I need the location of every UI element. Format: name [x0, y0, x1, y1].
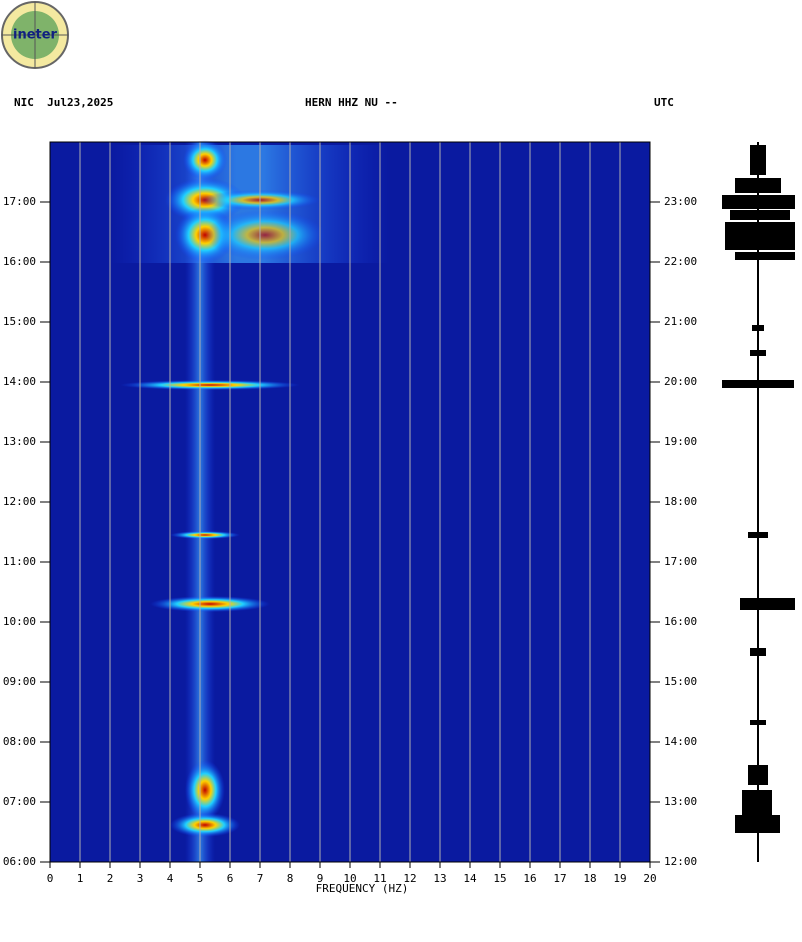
x-tick-label: 4	[167, 872, 174, 885]
header-left: NIC Jul23,2025	[14, 96, 113, 109]
x-tick-label: 0	[47, 872, 54, 885]
y-tick-label: 11:00	[3, 555, 36, 568]
y-tick-label: 14:00	[3, 375, 36, 388]
y2-tick-label: 13:00	[664, 795, 697, 808]
y-tick-label: 13:00	[3, 435, 36, 448]
x-axis-label: FREQUENCY (HZ)	[316, 882, 409, 895]
x-tick-label: 1	[77, 872, 84, 885]
y-tick-label: 10:00	[3, 615, 36, 628]
x-tick-label: 13	[433, 872, 446, 885]
logo: ineter	[1, 1, 69, 69]
y-tick-label: 17:00	[3, 195, 36, 208]
x-tick-label: 10	[343, 872, 356, 885]
x-tick-label: 18	[583, 872, 596, 885]
y2-tick-label: 15:00	[664, 675, 697, 688]
x-tick-label: 7	[257, 872, 264, 885]
x-tick-label: 19	[613, 872, 626, 885]
y-tick-label: 06:00	[3, 855, 36, 868]
y-tick-label: 12:00	[3, 495, 36, 508]
y2-tick-label: 14:00	[664, 735, 697, 748]
y-tick-label: 15:00	[3, 315, 36, 328]
x-tick-label: 12	[403, 872, 416, 885]
y2-tick-label: 19:00	[664, 435, 697, 448]
y-tick-label: 07:00	[3, 795, 36, 808]
y2-tick-label: 21:00	[664, 315, 697, 328]
x-tick-label: 14	[463, 872, 477, 885]
x-tick-label: 5	[197, 872, 204, 885]
y2-tick-label: 17:00	[664, 555, 697, 568]
y-tick-label: 09:00	[3, 675, 36, 688]
header-center: HERN HHZ NU --	[305, 96, 398, 109]
x-tick-label: 9	[317, 872, 324, 885]
y2-tick-label: 16:00	[664, 615, 697, 628]
y2-tick-label: 12:00	[664, 855, 697, 868]
waveform	[722, 142, 795, 862]
x-tick-label: 11	[373, 872, 386, 885]
x-tick-label: 8	[287, 872, 294, 885]
logo-text: ineter	[13, 28, 58, 43]
x-tick-label: 16	[523, 872, 536, 885]
y2-tick-label: 18:00	[664, 495, 697, 508]
y-tick-label: 08:00	[3, 735, 36, 748]
x-tick-label: 17	[553, 872, 566, 885]
y2-tick-label: 22:00	[664, 255, 697, 268]
plot-frame	[49, 141, 651, 863]
x-tick-label: 2	[107, 872, 114, 885]
x-tick-label: 6	[227, 872, 234, 885]
x-tick-label: 3	[137, 872, 144, 885]
y2-tick-label: 23:00	[664, 195, 697, 208]
x-tick-label: 15	[493, 872, 506, 885]
header-right: UTC	[654, 96, 674, 109]
x-tick-label: 20	[643, 872, 656, 885]
y-tick-label: 16:00	[3, 255, 36, 268]
y2-tick-label: 20:00	[664, 375, 697, 388]
